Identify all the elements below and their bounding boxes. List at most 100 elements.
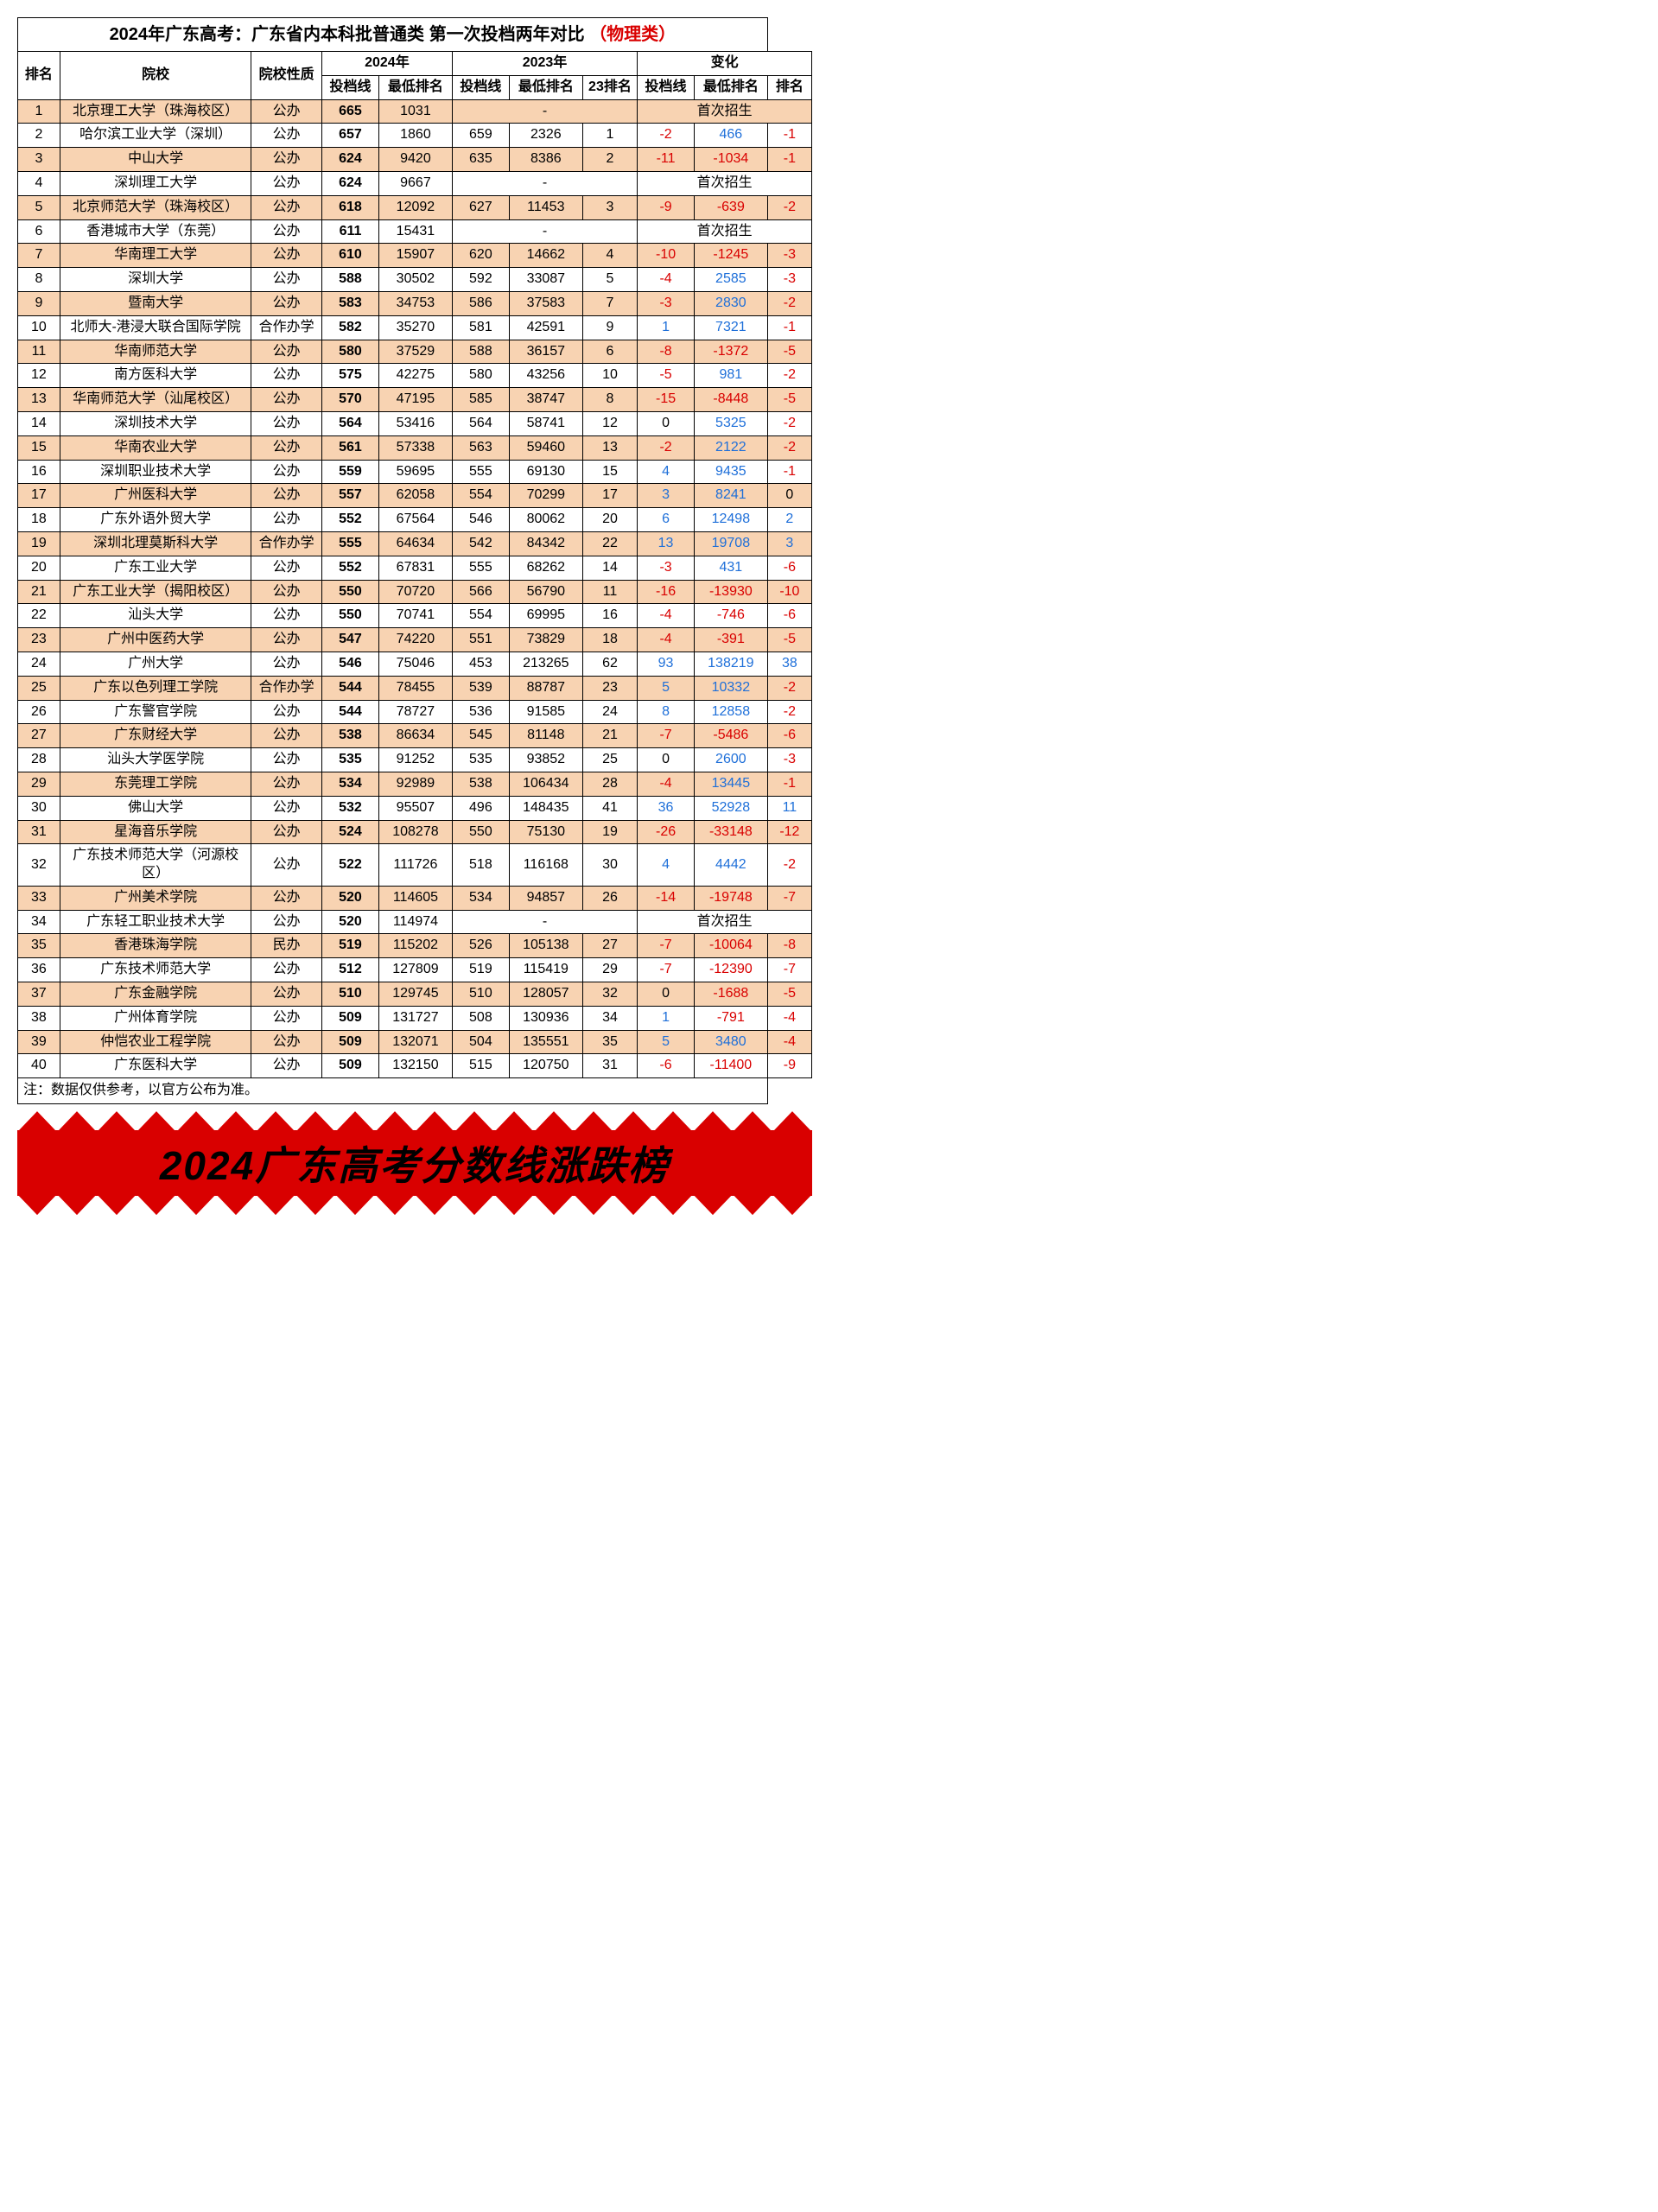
table-row: 22汕头大学公办550707415546999516-4-746-6 [18,604,812,628]
cell: 520 [321,886,378,910]
cell: 526 [452,934,509,958]
cell: 504 [452,1030,509,1054]
cell: 57338 [379,435,453,460]
col-lowrank24: 最低排名 [379,75,453,99]
cell: 67564 [379,508,453,532]
cell: 公办 [251,628,322,652]
cell: 8386 [509,148,582,172]
cell: 广州医科大学 [60,484,251,508]
cell: 7 [582,291,637,315]
cell: 公办 [251,460,322,484]
cell: 539 [452,676,509,700]
cell: 524 [321,820,378,844]
cell: -11400 [694,1054,767,1078]
cell: 116168 [509,844,582,887]
cell: 52928 [694,796,767,820]
cell: 92989 [379,772,453,796]
table-body: 1北京理工大学（珠海校区）公办6651031-首次招生2哈尔滨工业大学（深圳）公… [18,99,812,1078]
cell: 508 [452,1006,509,1030]
cell: 广东医科大学 [60,1054,251,1078]
cell: 2600 [694,748,767,772]
cell: 559 [321,460,378,484]
cell: 公办 [251,1006,322,1030]
cell: 37583 [509,291,582,315]
table-row: 32广东技术师范大学（河源校区）公办5221117265181161683044… [18,844,812,887]
cell: 74220 [379,628,453,652]
cell: 75046 [379,652,453,676]
cell: -5 [767,982,811,1007]
header-row-1: 排名 院校 院校性质 2024年 2023年 变化 [18,52,812,76]
cell: 公办 [251,820,322,844]
col-dscore: 投档线 [638,75,695,99]
cell: 12 [18,364,60,388]
table-row: 5北京师范大学（珠海校区）公办61812092627114533-9-639-2 [18,195,812,219]
cell: 510 [452,982,509,1007]
cell: 广东金融学院 [60,982,251,1007]
cell: 542 [452,531,509,556]
cell: -14 [638,886,695,910]
cell: 554 [452,604,509,628]
cell: -11 [638,148,695,172]
cell: 580 [452,364,509,388]
cell: 北京师范大学（珠海校区） [60,195,251,219]
cell: -10064 [694,934,767,958]
cell: -26 [638,820,695,844]
cell: 首次招生 [638,910,812,934]
cell: 538 [452,772,509,796]
cell: 546 [321,652,378,676]
cell: 34 [582,1006,637,1030]
cell: 3 [638,484,695,508]
table-row: 13华南师范大学（汕尾校区）公办57047195585387478-15-844… [18,388,812,412]
cell: -2 [767,291,811,315]
table-title: 2024年广东高考：广东省内本科批普通类 第一次投档两年对比 （物理类） [18,18,768,52]
cell: 555 [452,556,509,580]
cell: 11 [18,340,60,364]
cell: 519 [321,934,378,958]
cell: 106434 [509,772,582,796]
cell: 19 [582,820,637,844]
cell: 33 [18,886,60,910]
cell: 广州大学 [60,652,251,676]
cell: 中山大学 [60,148,251,172]
cell: 22 [582,531,637,556]
cell: 12858 [694,700,767,724]
cell: 111726 [379,844,453,887]
table-row: 12南方医科大学公办575422755804325610-5981-2 [18,364,812,388]
cell: 公办 [251,724,322,748]
cell: 566 [452,580,509,604]
table-row: 23广州中医药大学公办547742205517382918-4-391-5 [18,628,812,652]
cell: 华南农业大学 [60,435,251,460]
cell: 570 [321,388,378,412]
cell: 首次招生 [638,99,812,124]
col-score23: 投档线 [452,75,509,99]
cell: 公办 [251,700,322,724]
cell: 广州中医药大学 [60,628,251,652]
cell: 公办 [251,772,322,796]
cell: 汕头大学 [60,604,251,628]
cell: 665 [321,99,378,124]
cell: 545 [452,724,509,748]
cell: -1245 [694,244,767,268]
table-row: 33广州美术学院公办5201146055349485726-14-19748-7 [18,886,812,910]
cell: 120750 [509,1054,582,1078]
cell: 588 [321,268,378,292]
cell: 554 [452,484,509,508]
cell: 23 [18,628,60,652]
table-row: 38广州体育学院公办509131727508130936341-791-4 [18,1006,812,1030]
table-row: 35香港珠海学院民办51911520252610513827-7-10064-8 [18,934,812,958]
cell: -2 [767,195,811,219]
cell: 611 [321,219,378,244]
table-row: 36广东技术师范大学公办51212780951911541929-7-12390… [18,958,812,982]
cell: 36 [18,958,60,982]
cell: 58741 [509,411,582,435]
cell: 公办 [251,958,322,982]
cell: -7 [638,958,695,982]
cell: 620 [452,244,509,268]
cell: 北师大-港浸大联合国际学院 [60,315,251,340]
cell: 148435 [509,796,582,820]
banner-text: 2024广东高考分数线涨跌榜 [17,1111,812,1215]
cell: 532 [321,796,378,820]
cell: 69130 [509,460,582,484]
cell: 2830 [694,291,767,315]
cell: 30 [582,844,637,887]
